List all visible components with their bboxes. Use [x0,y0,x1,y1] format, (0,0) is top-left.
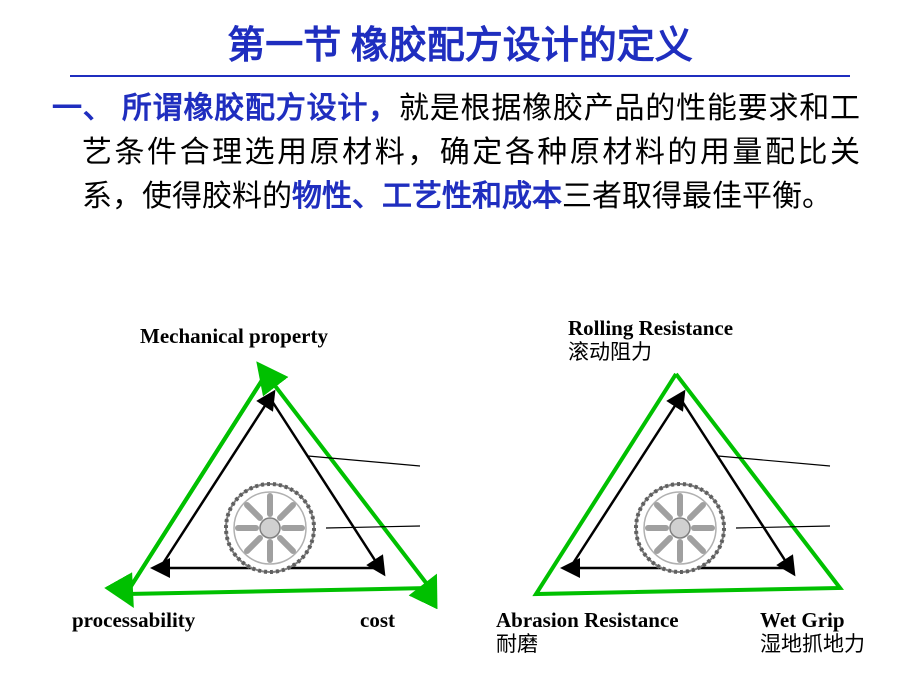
slide-title: 第一节 橡胶配方设计的定义 [0,0,920,69]
diagrams-area: Mechanical property [0,320,920,690]
right-callout-1 [718,456,830,466]
right-top-label: Rolling Resistance 滚动阻力 [568,316,733,364]
title-divider [70,75,850,77]
right-br-label-en: Wet Grip [760,608,845,632]
slide: 第一节 橡胶配方设计的定义 一、 所谓橡胶配方设计，就是根据橡胶产品的性能要求和… [0,0,920,690]
right-bl-label: Abrasion Resistance 耐磨 [496,608,679,656]
right-br-label: Wet Grip 湿地抓地力 [760,608,865,656]
right-bl-label-en: Abrasion Resistance [496,608,679,632]
left-callout-1 [308,456,420,466]
right-bl-label-zh: 耐磨 [496,632,679,656]
para-accent: 物性、工艺性和成本 [292,180,562,213]
wheel-icon [636,484,724,572]
body-paragraph: 一、 所谓橡胶配方设计，就是根据橡胶产品的性能要求和工艺条件合理选用原材料，确定… [82,87,860,219]
right-br-label-zh: 湿地抓地力 [760,632,865,656]
left-top-label: Mechanical property [140,324,328,348]
left-bl-label: processability [72,608,195,632]
para-seg1: 所谓橡胶配方设计， [122,92,399,125]
right-top-label-zh: 滚动阻力 [568,340,733,364]
right-callout-2 [736,526,830,528]
para-lead: 一、 [52,92,114,125]
wheel-icon [226,484,314,572]
left-triangle-diagram [90,368,450,648]
left-callout-2 [326,526,420,528]
right-triangle-diagram [500,368,860,648]
para-seg3: 三者取得最佳平衡。 [562,180,832,213]
right-top-label-en: Rolling Resistance [568,316,733,340]
right-triangle-svg [500,368,860,628]
left-triangle-svg [90,368,450,628]
left-br-label: cost [360,608,395,632]
